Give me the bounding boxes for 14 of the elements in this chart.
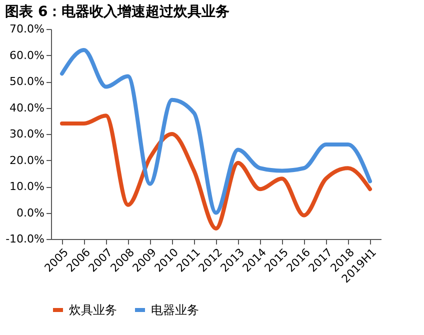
chart-title: 图表 6：电器收入增速超过炊具业务 [5, 4, 230, 20]
y-tick-label: 70.0% [10, 22, 44, 36]
legend-label: 炊具业务 [69, 303, 117, 317]
legend-label: 电器业务 [151, 303, 199, 317]
y-tick-label: 10.0% [10, 180, 44, 193]
y-tick-label: 0.0% [16, 206, 44, 220]
y-tick-label: 40.0% [10, 101, 44, 114]
y-tick-label: 60.0% [10, 48, 44, 62]
line-series [60, 114, 372, 230]
y-tick-label: 50.0% [10, 75, 44, 88]
y-tick-label: -10.0% [6, 232, 44, 246]
y-tick-label: 20.0% [10, 154, 44, 167]
y-tick-label: 30.0% [10, 128, 44, 140]
line-series [60, 48, 372, 215]
